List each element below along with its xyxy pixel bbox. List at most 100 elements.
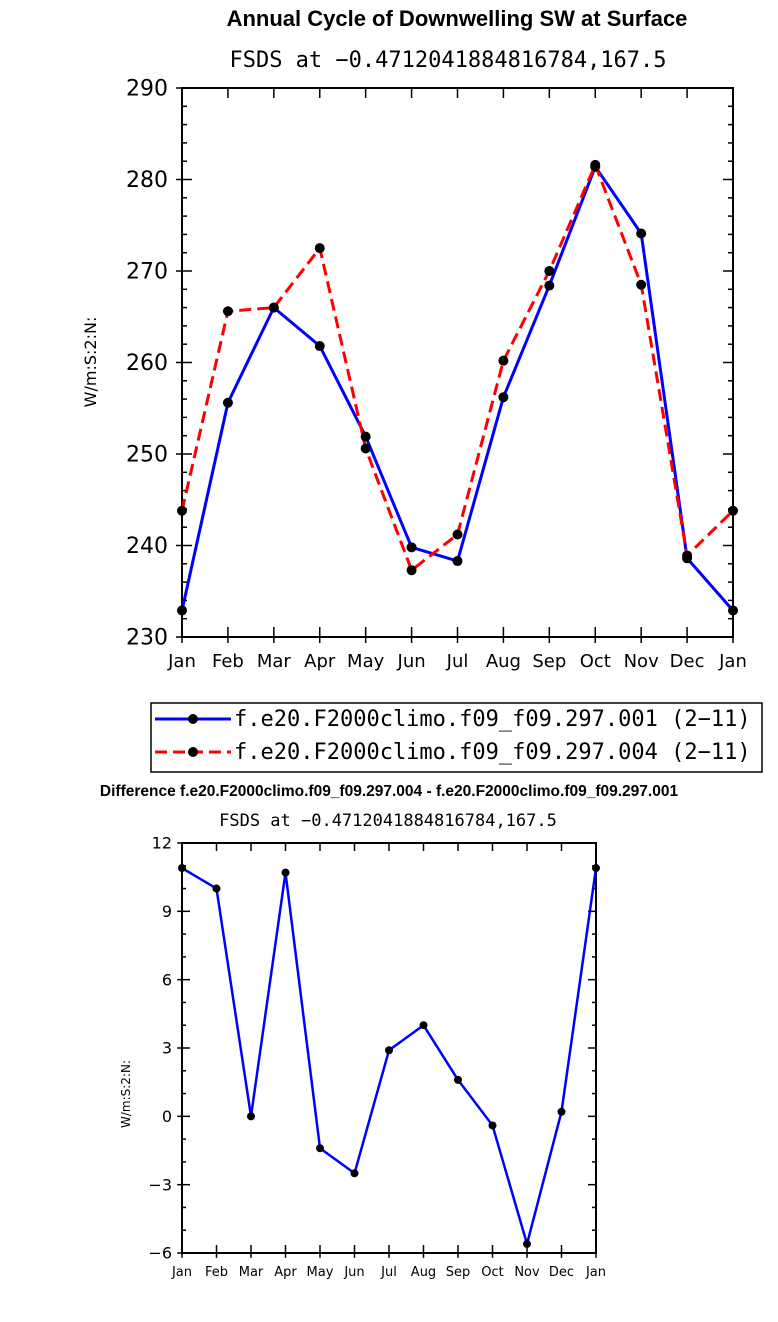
data-point-s2-oct-9 (590, 159, 601, 170)
series-layer (178, 864, 600, 1248)
panel-annual-cycle: Annual Cycle of Downwelling SW at Surfac… (81, 6, 763, 773)
y-tick-label: 12 (152, 834, 172, 853)
y-axis-label: W/m:S:2:N: (81, 317, 100, 408)
data-point-s1-may-4 (316, 1144, 324, 1153)
data-point-s1-dec-11 (557, 1107, 566, 1116)
x-tick-label-jun: Jun (397, 651, 426, 672)
chart-title: Annual Cycle of Downwelling SW at Surfac… (227, 6, 688, 31)
data-point-s1-feb-1 (222, 397, 233, 408)
data-point-s2-dec-11 (682, 550, 693, 561)
data-point-s1-nov-10 (636, 228, 647, 239)
y-tick-label: −6 (148, 1244, 172, 1263)
y-tick-label: 260 (126, 351, 168, 376)
data-point-s2-may-4 (360, 443, 371, 454)
x-tick-label-aug: Aug (411, 1265, 436, 1280)
y-tick-label: 230 (126, 626, 168, 651)
plot-frame (181, 87, 734, 638)
y-tick-label: 250 (126, 443, 168, 468)
x-tick-label-jan: Jan (718, 651, 747, 672)
x-tick-label-apr: Apr (304, 651, 336, 672)
y-tick-labels: 230 240 250 260 270 280 290 (126, 77, 168, 651)
y-tick-label: 3 (162, 1039, 172, 1058)
data-point-s1-jan-12 (728, 605, 738, 616)
data-point-s1-jan-0 (177, 605, 187, 616)
x-tick-label-nov: Nov (624, 651, 659, 672)
x-tick-label-nov: Nov (514, 1265, 540, 1280)
data-point-s2-apr-3 (314, 243, 325, 254)
data-point-s1-jan-0 (178, 864, 186, 873)
data-point-s2-jan-12 (728, 505, 738, 516)
chart-subtitle: FSDS at −0.4712041884816784,167.5 (219, 811, 557, 831)
data-point-s2-jan-0 (177, 505, 187, 516)
data-point-s1-jan-12 (592, 864, 600, 873)
data-point-s1-apr-3 (281, 868, 290, 877)
y-tick-label: 280 (126, 168, 168, 193)
data-point-s1-jun-5 (406, 542, 417, 553)
y-tick-labels: −6 −3 0 3 6 9 12 (148, 834, 172, 1263)
data-point-s1-oct-9 (488, 1121, 497, 1130)
x-tick-label-may: May (307, 1265, 334, 1280)
y-tick-label: 270 (126, 260, 168, 285)
y-axis-label: W/m:S:2:N: (119, 1060, 133, 1128)
data-point-s1-mar-2 (247, 1112, 255, 1121)
data-point-s1-jun-5 (350, 1169, 359, 1178)
legend-box (150, 702, 763, 773)
x-tick-label-sep: Sep (532, 651, 566, 672)
y-tick-label: 240 (126, 534, 168, 559)
chart-title: Difference f.e20.F2000climo.f09_f09.297.… (100, 783, 679, 800)
data-point-s1-sep-8 (544, 280, 555, 291)
data-point-s1-may-4 (360, 431, 371, 442)
x-tick-label-aug: Aug (486, 651, 521, 672)
series-layer (177, 159, 738, 616)
x-tick-label-jun: Jun (343, 1265, 364, 1280)
x-tick-label-mar: Mar (257, 651, 292, 672)
x-tick-label-mar: Mar (239, 1265, 264, 1280)
x-tick-label-apr: Apr (274, 1265, 297, 1280)
chart-subtitle: FSDS at −0.4712041884816784,167.5 (229, 48, 666, 73)
x-tick-label-may: May (347, 651, 385, 672)
x-tick-label-jul: Jul (446, 651, 469, 672)
data-point-s2-jul-6 (452, 529, 463, 540)
x-tick-label-jan: Jan (171, 1265, 192, 1280)
legend-label-series-001: f.e20.F2000climo.f09_f09.297.001 (2−11) (234, 707, 751, 732)
x-tick-label-oct: Oct (481, 1265, 503, 1280)
data-point-s1-jul-6 (452, 556, 463, 567)
x-tick-label-feb: Feb (212, 651, 244, 672)
y-tick-label: 9 (162, 902, 172, 921)
y-tick-label: 290 (126, 77, 168, 102)
series-line-2 (180, 163, 735, 572)
y-tick-label: 6 (162, 970, 172, 989)
x-tick-label-dec: Dec (549, 1265, 574, 1280)
data-point-s1-aug-7 (498, 392, 509, 403)
x-tick-label-jan: Jan (167, 651, 196, 672)
data-point-s2-feb-1 (222, 306, 233, 317)
legend: f.e20.F2000climo.f09_f09.297.001 (2−11) … (150, 702, 763, 773)
data-point-s1-feb-1 (212, 884, 221, 893)
legend-marker-series-001 (188, 714, 198, 724)
y-tick-label: 0 (162, 1107, 172, 1126)
data-point-s2-nov-10 (636, 279, 647, 290)
data-point-s2-jun-5 (406, 565, 417, 576)
data-point-s2-mar-2 (268, 302, 279, 313)
legend-marker-series-004 (188, 747, 198, 757)
data-point-s1-nov-10 (523, 1239, 531, 1248)
legend-entry-series-004: f.e20.F2000climo.f09_f09.297.004 (2−11) (155, 740, 751, 765)
x-tick-label-jan: Jan (585, 1265, 606, 1280)
y-tick-label: −3 (148, 1175, 172, 1194)
x-tick-label-dec: Dec (670, 651, 705, 672)
data-point-s2-sep-8 (544, 266, 555, 276)
data-point-s1-sep-8 (454, 1075, 462, 1084)
axis-ticks (176, 87, 734, 643)
axis-ticks (177, 842, 597, 1258)
legend-entry-series-001: f.e20.F2000climo.f09_f09.297.001 (2−11) (155, 707, 751, 732)
x-tick-label-sep: Sep (446, 1265, 471, 1280)
x-tick-labels: Jan Feb Mar Apr May Jun Jul Aug Sep Oct Nov Dec Jan (171, 1265, 606, 1280)
data-point-s1-aug-7 (419, 1021, 428, 1030)
legend-label-series-004: f.e20.F2000climo.f09_f09.297.004 (2−11) (234, 740, 751, 765)
data-point-s1-apr-3 (314, 341, 325, 352)
series-line-1 (181, 867, 598, 1246)
x-tick-label-oct: Oct (580, 651, 611, 672)
series-line-1 (180, 165, 735, 612)
x-tick-label-feb: Feb (205, 1265, 228, 1280)
